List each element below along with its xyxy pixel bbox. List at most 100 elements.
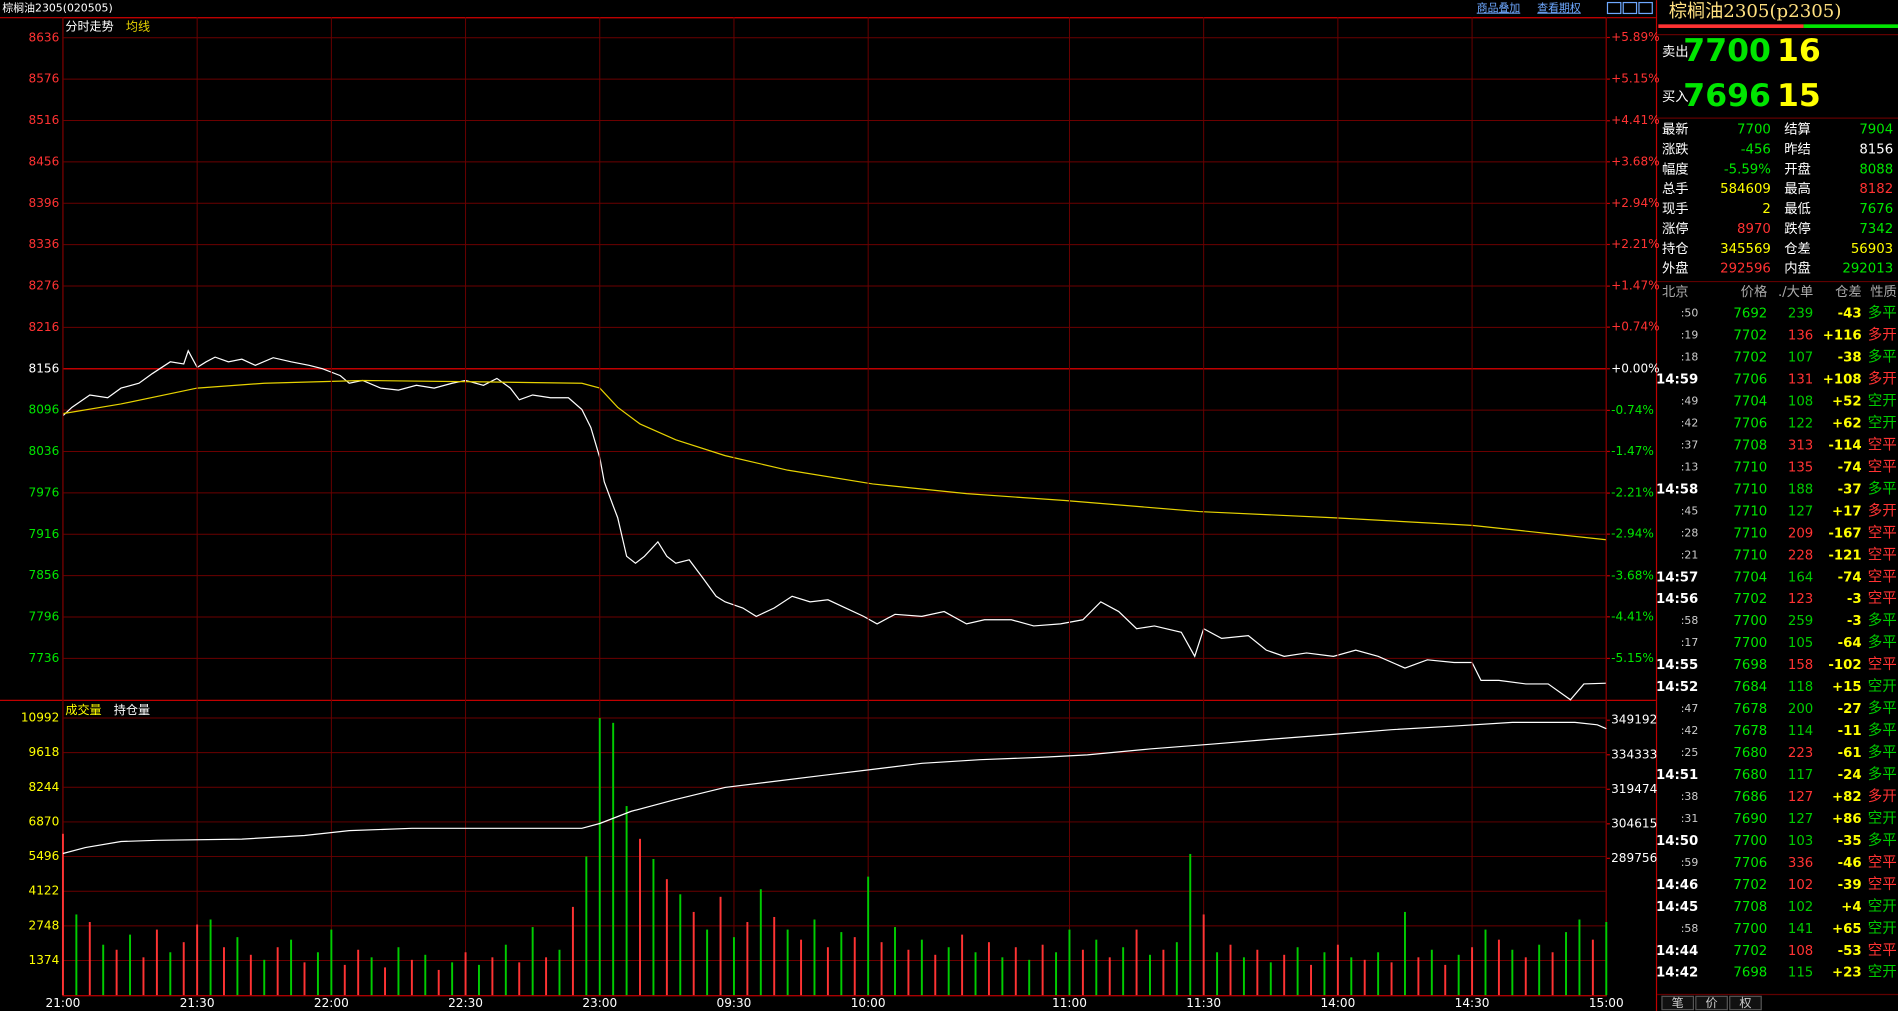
trade-oi-change: -24: [1838, 768, 1862, 783]
trade-volume: 127: [1788, 790, 1813, 805]
volume-bar: [531, 927, 534, 996]
ratio-bar-down: [1803, 24, 1898, 28]
volume-bar: [1605, 922, 1608, 996]
trade-time: :28: [1681, 526, 1699, 539]
button-c[interactable]: [1638, 1, 1653, 15]
trade-type: 多平: [1868, 766, 1897, 783]
volume-bar: [1363, 959, 1366, 996]
ratio-bar-up: [1658, 24, 1804, 28]
trade-volume: 108: [1788, 395, 1813, 410]
y2-tick-label: -0.74%: [1611, 403, 1654, 417]
volume-bar: [263, 959, 266, 996]
trade-volume: 239: [1788, 307, 1813, 322]
trade-type: 空开: [1868, 393, 1897, 410]
trade-price: 7708: [1733, 438, 1767, 453]
trade-type: 多平: [1868, 480, 1897, 497]
trade-price: 7702: [1733, 351, 1767, 366]
legend-entry: 成交量: [65, 702, 101, 717]
stat-label: 结算: [1784, 122, 1811, 138]
trade-price: 7704: [1733, 395, 1767, 410]
trade-time: 14:46: [1656, 878, 1698, 893]
trade-price: 7702: [1733, 878, 1767, 893]
trade-time: :49: [1681, 395, 1699, 408]
trade-type: 空平: [1868, 546, 1897, 563]
column-header: 性质: [1870, 284, 1897, 300]
stat-value: 8182: [1859, 182, 1893, 197]
button-a[interactable]: [1606, 1, 1622, 15]
y2-tick-label: +5.15%: [1611, 72, 1660, 86]
tab-label[interactable]: 笔: [1672, 995, 1684, 1010]
volume-bar: [1189, 853, 1192, 996]
tab-label[interactable]: 权: [1739, 996, 1751, 1010]
tab-label[interactable]: 价: [1706, 996, 1718, 1010]
volume-bar: [1216, 952, 1219, 996]
volume-bar: [1336, 944, 1339, 996]
volume-bar: [880, 942, 883, 996]
y2-tick-label: 304615: [1611, 816, 1657, 830]
volume-bar: [867, 876, 870, 996]
volume-bar: [303, 962, 306, 996]
volume-bar: [1095, 939, 1098, 996]
trade-type: 空平: [1868, 590, 1897, 607]
x-tick-label: 11:30: [1186, 996, 1221, 1010]
trade-oi-change: -121: [1828, 548, 1861, 563]
button-b[interactable]: [1622, 1, 1638, 15]
volume-bar: [706, 929, 709, 996]
volume-bar: [1122, 947, 1125, 996]
window-title: 棕榈油2305(020505): [2, 1, 112, 15]
column-header: 价格: [1741, 284, 1768, 300]
trade-volume: 259: [1788, 614, 1813, 629]
trade-time: :37: [1681, 438, 1699, 451]
volume-bar: [894, 927, 896, 996]
trade-price: 7698: [1733, 966, 1767, 981]
trade-type: 空平: [1868, 854, 1897, 871]
volume-bar: [1202, 914, 1205, 996]
volume-bar: [1014, 947, 1017, 996]
trade-time: :47: [1681, 702, 1699, 715]
volume-bar: [410, 959, 413, 996]
tab[interactable]: [1695, 995, 1728, 1011]
volume-bar: [598, 718, 601, 996]
y-tick-label: 8244: [29, 780, 60, 794]
volume-bar: [1484, 929, 1487, 996]
y-tick-label: 4122: [29, 884, 60, 898]
stat-label: 现手: [1662, 201, 1689, 217]
overlay-link[interactable]: 商品叠加: [1477, 1, 1521, 15]
option-link[interactable]: 查看期权: [1537, 1, 1581, 15]
stat-label: 幅度: [1662, 161, 1689, 177]
volume-bar: [679, 894, 682, 996]
volume-bar: [397, 947, 400, 996]
y-tick-label: 8396: [29, 196, 60, 210]
volume-bar: [1162, 949, 1165, 996]
trade-volume: 313: [1788, 438, 1813, 453]
stat-label: 开盘: [1784, 160, 1811, 177]
trade-time: 14:59: [1656, 373, 1698, 388]
volume-bar: [813, 919, 816, 996]
volume-bar: [504, 944, 507, 996]
volume-bar: [1055, 952, 1058, 996]
x-tick-label: 21:30: [180, 996, 215, 1010]
trade-time: :25: [1681, 746, 1699, 759]
stat-value: 8970: [1737, 222, 1771, 237]
volume-bar: [196, 924, 199, 996]
y2-tick-label: 334333: [1611, 747, 1657, 761]
stat-value: 292013: [1842, 262, 1893, 277]
trade-price: 7700: [1733, 834, 1767, 849]
quote-label: 买入: [1662, 89, 1689, 105]
trade-type: 空开: [1868, 898, 1897, 915]
trade-oi-change: +116: [1823, 329, 1862, 344]
trade-type: 多平: [1868, 634, 1897, 651]
trade-type: 多平: [1868, 722, 1897, 739]
stat-label: 涨停: [1662, 220, 1689, 237]
trade-price: 7700: [1733, 614, 1767, 629]
y-tick-label: 8516: [29, 113, 60, 127]
stat-value: 7342: [1859, 222, 1893, 237]
trade-volume: 209: [1788, 526, 1813, 541]
y2-tick-label: -5.15%: [1611, 651, 1654, 665]
tab[interactable]: [1661, 995, 1695, 1011]
y-tick-label: 7916: [29, 527, 60, 541]
tab[interactable]: [1729, 995, 1762, 1011]
trade-time: 14:55: [1656, 658, 1698, 673]
